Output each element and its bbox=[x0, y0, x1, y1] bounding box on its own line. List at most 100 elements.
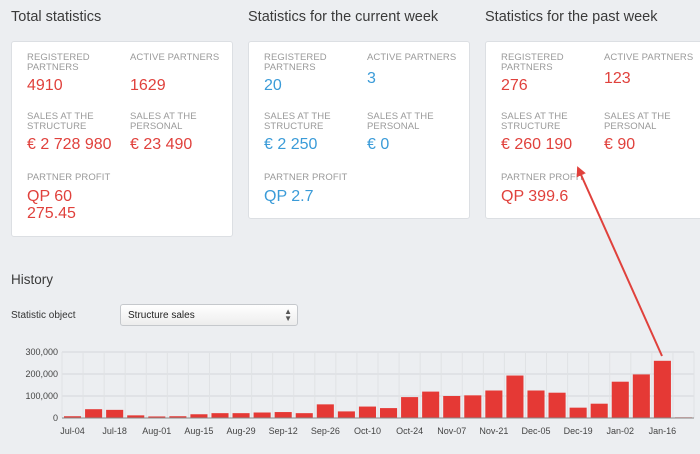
stat-label: Active partners bbox=[367, 52, 457, 63]
stat-value: € 2 250 bbox=[264, 136, 318, 153]
current-sales-personal: Sales at the personal € 0 bbox=[367, 111, 467, 154]
stat-label: Sales at the personal bbox=[130, 111, 197, 132]
x-tick-label: Dec-05 bbox=[521, 426, 550, 436]
bar bbox=[127, 415, 145, 418]
bar bbox=[548, 392, 566, 418]
past-partner-profit: Partner profit QP 399.6 bbox=[501, 173, 601, 206]
bar bbox=[211, 413, 229, 418]
past-sales-structure: Sales at the structure € 260 190 bbox=[501, 111, 601, 154]
stat-label: Registered partners bbox=[264, 52, 327, 73]
stat-value: 1629 bbox=[130, 77, 166, 94]
bar bbox=[169, 416, 187, 418]
current-partner-profit: Partner profit QP 2.7 bbox=[264, 172, 364, 206]
stat-value: € 2 728 980 bbox=[27, 136, 112, 153]
stat-label: Sales at the personal bbox=[367, 111, 434, 132]
bar bbox=[464, 395, 482, 418]
past-registered-partners: Registered partners 276 bbox=[501, 52, 591, 95]
stat-value: € 0 bbox=[367, 136, 390, 153]
bar bbox=[422, 391, 440, 418]
stat-value: 4910 bbox=[27, 77, 63, 94]
stat-value: € 23 490 bbox=[130, 136, 193, 153]
stat-label: Sales at the personal bbox=[604, 111, 671, 132]
x-tick-label: Aug-15 bbox=[184, 426, 213, 436]
stat-label: Registered partners bbox=[27, 52, 90, 73]
x-tick-label: Oct-10 bbox=[354, 426, 381, 436]
x-tick-label: Nov-21 bbox=[479, 426, 508, 436]
stat-value: € 90 bbox=[604, 136, 636, 153]
stat-label: Active partners bbox=[604, 52, 694, 63]
past-sales-personal: Sales at the personal € 90 bbox=[604, 111, 700, 154]
bar bbox=[590, 403, 608, 418]
bar bbox=[190, 414, 208, 418]
total-sales-structure: Sales at the structure € 2 728 980 bbox=[27, 111, 127, 154]
stat-value: QP 60 bbox=[27, 188, 73, 205]
history-bar-chart: 0 100,000 200,000 300,000 Jul-04 Jul-18 Aug-01… bbox=[25, 347, 695, 436]
stat-value: 123 bbox=[604, 70, 631, 87]
current-week-title: Statistics for the current week bbox=[248, 9, 439, 25]
stat-label: Registered partners bbox=[501, 52, 564, 73]
stat-label: Sales at the structure bbox=[27, 111, 94, 132]
stat-value: 20 bbox=[264, 77, 282, 94]
total-statistics-card: Registered partners 4910 Active partners… bbox=[11, 41, 233, 237]
x-tick-label: Jul-18 bbox=[102, 426, 127, 436]
current-week-card: Registered partners 20 Active partners 3… bbox=[248, 41, 470, 219]
bar bbox=[295, 413, 313, 418]
total-registered-partners: Registered partners 4910 bbox=[27, 52, 117, 95]
y-tick-label: 100,000 bbox=[25, 391, 58, 401]
stat-label: Sales at the structure bbox=[264, 111, 331, 132]
total-statistics-title: Total statistics bbox=[11, 9, 102, 25]
bar bbox=[653, 360, 671, 418]
x-tick-label: Oct-24 bbox=[396, 426, 423, 436]
x-tick-label: Sep-26 bbox=[311, 426, 340, 436]
y-tick-label: 300,000 bbox=[25, 347, 58, 357]
bar bbox=[569, 407, 587, 418]
stat-value: QP 399.6 bbox=[501, 188, 569, 205]
stat-label: Active partners bbox=[130, 52, 220, 63]
total-sales-personal: Sales at the personal € 23 490 bbox=[130, 111, 230, 154]
bar bbox=[443, 396, 461, 418]
past-week-card: Registered partners 276 Active partners … bbox=[485, 41, 700, 219]
bar bbox=[85, 409, 103, 418]
stat-value: 3 bbox=[367, 70, 376, 87]
x-tick-label: Jul-04 bbox=[60, 426, 85, 436]
x-tick-label: Aug-29 bbox=[227, 426, 256, 436]
bar bbox=[316, 404, 334, 418]
x-tick-label: Dec-19 bbox=[564, 426, 593, 436]
stat-value-continued: 275.45 bbox=[27, 205, 76, 222]
stat-label: Partner profit bbox=[264, 172, 348, 183]
bar bbox=[148, 416, 166, 418]
stat-label: Partner profit bbox=[27, 172, 111, 183]
stat-value: 276 bbox=[501, 77, 528, 94]
bar bbox=[485, 390, 503, 418]
x-tick-label: Sep-12 bbox=[269, 426, 298, 436]
bar bbox=[358, 406, 376, 418]
bar bbox=[611, 381, 629, 418]
total-partner-profit: Partner profit QP 60 275.45 bbox=[27, 172, 127, 223]
bar bbox=[527, 390, 545, 418]
bar bbox=[632, 374, 650, 418]
history-title: History bbox=[11, 272, 54, 287]
current-registered-partners: Registered partners 20 bbox=[264, 52, 354, 95]
x-tick-label: Jan-02 bbox=[607, 426, 635, 436]
past-active-partners: Active partners 123 bbox=[604, 52, 700, 88]
selected-option: Structure sales bbox=[128, 310, 195, 321]
bar bbox=[232, 413, 250, 418]
past-week-title: Statistics for the past week bbox=[485, 9, 658, 25]
y-tick-label: 200,000 bbox=[25, 369, 58, 379]
statistic-object-label: Statistic object bbox=[11, 310, 76, 321]
current-sales-structure: Sales at the structure € 2 250 bbox=[264, 111, 364, 154]
bar bbox=[401, 397, 419, 418]
current-active-partners: Active partners 3 bbox=[367, 52, 467, 88]
x-tick-label: Aug-01 bbox=[142, 426, 171, 436]
bar bbox=[253, 412, 271, 418]
stat-value: € 260 190 bbox=[501, 136, 573, 153]
bar bbox=[106, 409, 124, 418]
bar bbox=[64, 416, 82, 418]
stat-label: Sales at the structure bbox=[501, 111, 568, 132]
statistic-object-select[interactable]: Structure sales ▲ ▼ bbox=[120, 304, 298, 326]
bar bbox=[380, 408, 398, 418]
x-tick-label: Nov-07 bbox=[437, 426, 466, 436]
select-arrows-icon: ▲ ▼ bbox=[284, 307, 292, 323]
x-tick-label: Jan-16 bbox=[649, 426, 677, 436]
total-active-partners: Active partners 1629 bbox=[130, 52, 230, 95]
